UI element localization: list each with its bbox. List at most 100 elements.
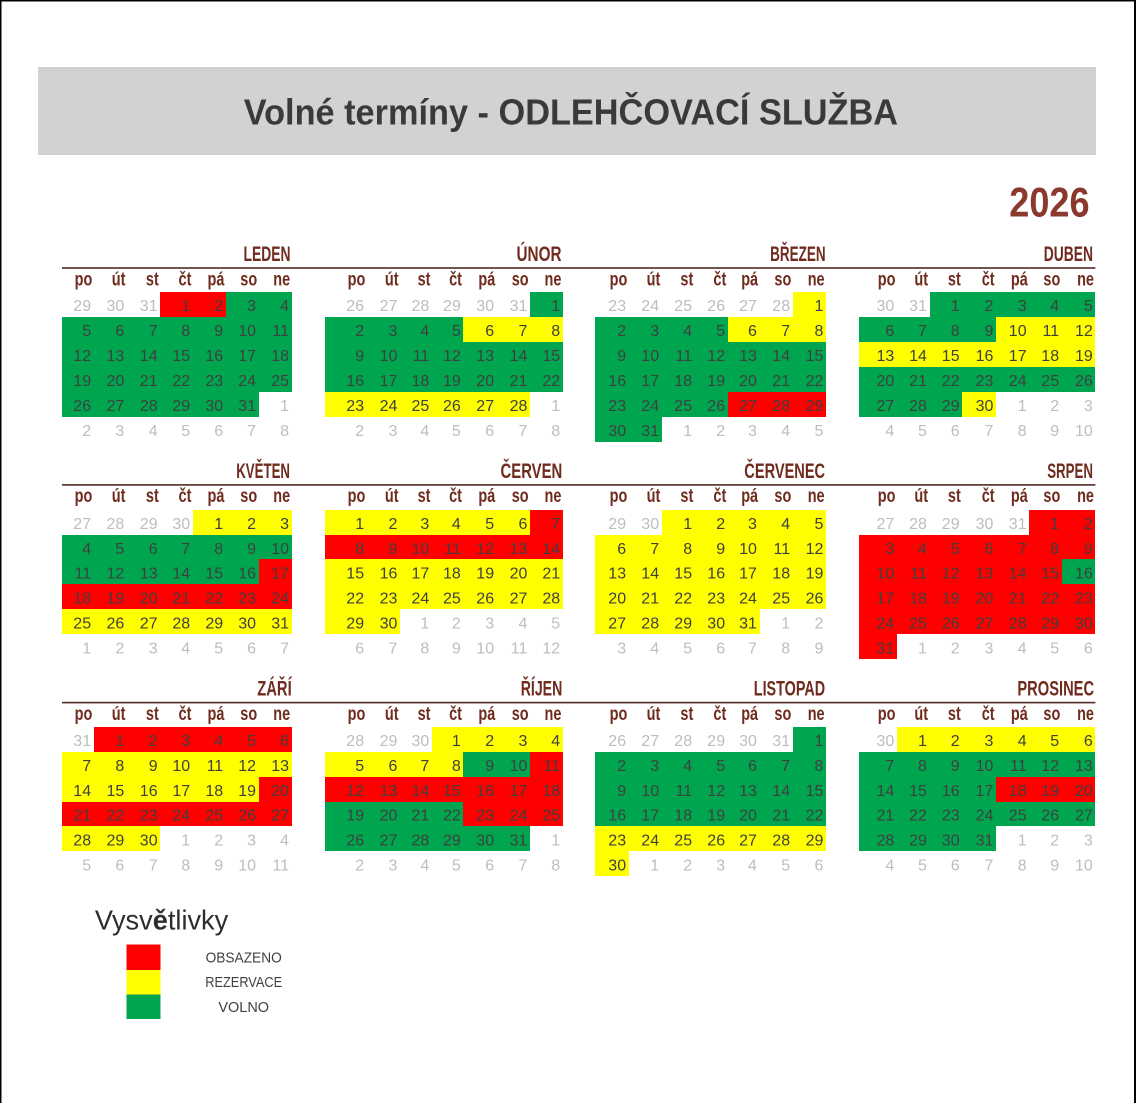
svg-text:pá: pá [478,486,495,507]
svg-text:7: 7 [420,758,429,775]
svg-text:ne: ne [808,269,825,290]
svg-text:16: 16 [140,783,158,800]
svg-text:so: so [1043,486,1060,507]
svg-text:po: po [75,486,93,507]
svg-text:28: 28 [140,398,158,415]
svg-text:10: 10 [877,566,895,583]
svg-text:26: 26 [806,591,824,608]
svg-text:12: 12 [73,348,91,365]
svg-text:8: 8 [115,758,124,775]
svg-text:3: 3 [748,423,757,440]
svg-text:30: 30 [238,615,256,632]
svg-text:3: 3 [650,758,659,775]
svg-text:10: 10 [238,323,256,340]
svg-text:7: 7 [984,423,993,440]
svg-text:14: 14 [909,348,927,365]
svg-text:26: 26 [476,591,494,608]
svg-text:29: 29 [443,833,461,850]
svg-text:31: 31 [641,423,659,440]
svg-text:27: 27 [476,398,494,415]
svg-text:31: 31 [238,398,256,415]
svg-text:pá: pá [741,704,758,725]
svg-text:1: 1 [551,298,560,315]
svg-text:31: 31 [140,298,158,315]
svg-text:2: 2 [716,516,725,533]
svg-text:17: 17 [641,373,659,390]
svg-text:16: 16 [1075,566,1093,583]
svg-text:21: 21 [909,373,927,390]
svg-text:3: 3 [388,858,397,875]
svg-text:1: 1 [280,398,289,415]
svg-text:pá: pá [208,269,225,290]
svg-text:6: 6 [115,323,124,340]
svg-text:8: 8 [814,323,823,340]
svg-text:4: 4 [918,541,927,558]
svg-text:22: 22 [674,591,692,608]
svg-text:3: 3 [181,733,190,750]
svg-text:1: 1 [918,733,927,750]
svg-text:24: 24 [739,591,757,608]
svg-text:7: 7 [181,541,190,558]
svg-text:1: 1 [918,640,927,657]
svg-text:16: 16 [707,566,725,583]
svg-text:23: 23 [476,808,494,825]
svg-text:4: 4 [420,323,429,340]
svg-text:6: 6 [214,423,223,440]
svg-text:so: so [240,704,257,725]
svg-text:22: 22 [542,373,560,390]
svg-text:6: 6 [1084,640,1093,657]
svg-text:5: 5 [452,323,461,340]
svg-text:6: 6 [115,858,124,875]
svg-text:9: 9 [485,758,494,775]
svg-text:15: 15 [806,783,824,800]
svg-text:ÚNOR: ÚNOR [517,242,562,266]
svg-text:19: 19 [73,373,91,390]
svg-text:13: 13 [739,783,757,800]
svg-text:čt: čt [449,486,462,507]
svg-text:4: 4 [518,615,527,632]
svg-text:11: 11 [207,758,224,775]
svg-text:26: 26 [346,298,364,315]
svg-text:26: 26 [73,398,91,415]
svg-text:út: út [647,486,661,507]
svg-text:30: 30 [205,398,223,415]
svg-text:4: 4 [181,640,190,657]
svg-text:5: 5 [452,423,461,440]
svg-text:5: 5 [452,858,461,875]
svg-text:29: 29 [73,298,91,315]
svg-text:st: st [146,486,159,507]
svg-text:4: 4 [781,423,790,440]
svg-text:13: 13 [476,348,494,365]
svg-text:3: 3 [280,516,289,533]
svg-text:5: 5 [716,758,725,775]
svg-text:5: 5 [716,323,725,340]
svg-text:8: 8 [280,423,289,440]
svg-text:8: 8 [1018,423,1027,440]
svg-text:9: 9 [214,323,223,340]
svg-text:26: 26 [1041,808,1059,825]
svg-text:31: 31 [510,833,528,850]
svg-text:7: 7 [247,423,256,440]
svg-text:10: 10 [739,541,757,558]
svg-text:16: 16 [608,373,626,390]
svg-text:14: 14 [877,783,895,800]
svg-text:26: 26 [707,398,725,415]
svg-text:7: 7 [1018,541,1027,558]
svg-text:tlivky: tlivky [168,905,228,936]
svg-text:15: 15 [172,348,190,365]
svg-text:29: 29 [674,615,692,632]
svg-text:23: 23 [1075,591,1093,608]
svg-text:29: 29 [942,516,960,533]
svg-text:7: 7 [149,323,158,340]
svg-text:30: 30 [412,733,430,750]
svg-text:út: út [112,704,126,725]
svg-text:3: 3 [1084,398,1093,415]
svg-text:po: po [348,704,366,725]
svg-text:ne: ne [545,704,562,725]
svg-text:4: 4 [683,758,692,775]
svg-text:19: 19 [107,591,125,608]
svg-text:5: 5 [951,541,960,558]
svg-text:16: 16 [942,783,960,800]
svg-text:24: 24 [271,591,289,608]
svg-text:3: 3 [388,423,397,440]
